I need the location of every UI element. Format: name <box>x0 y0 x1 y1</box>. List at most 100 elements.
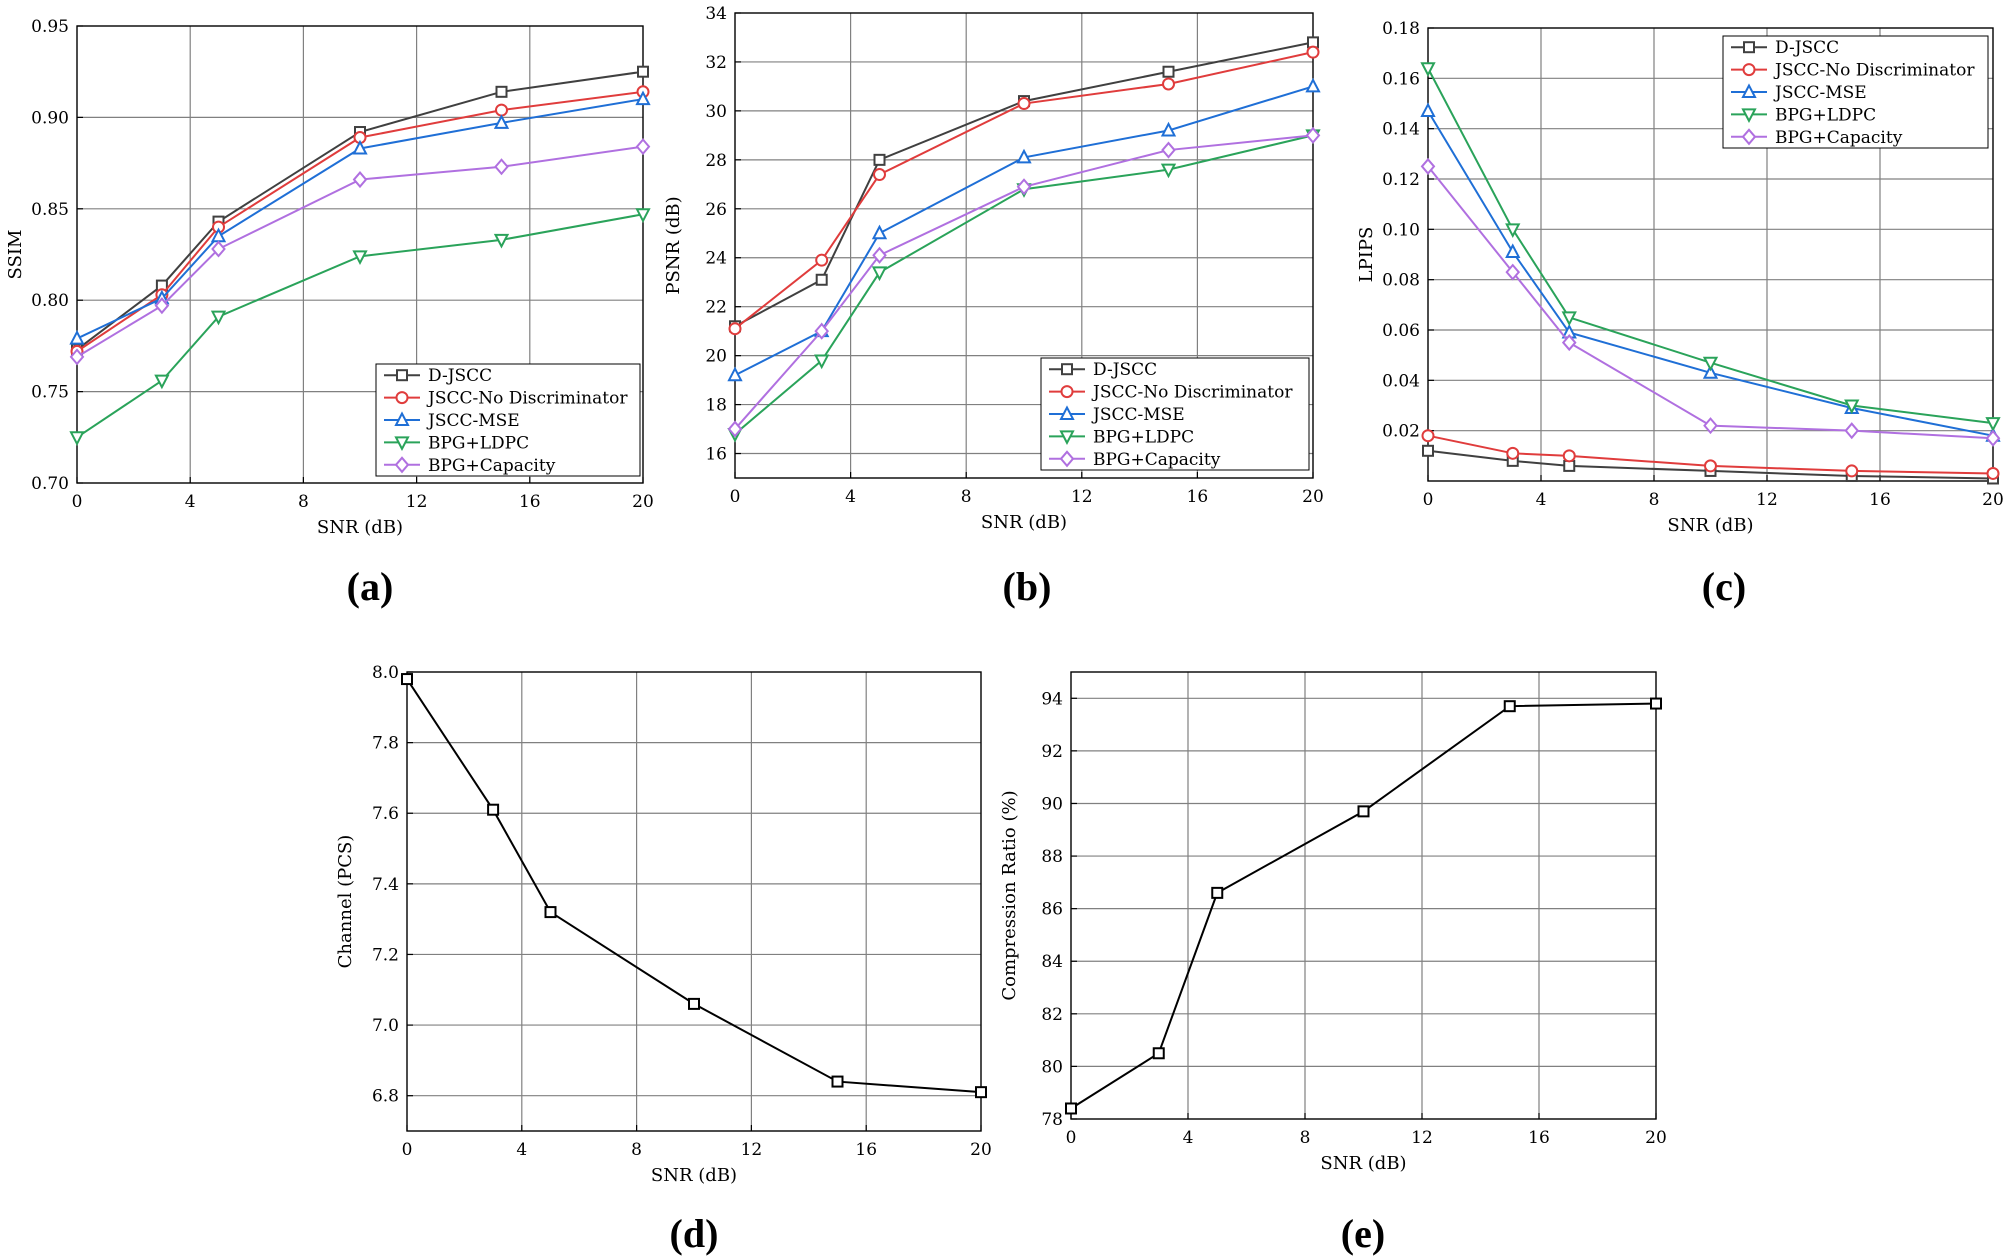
y-tick-label: 7.6 <box>372 804 399 824</box>
data-point <box>210 310 227 326</box>
y-tick-label: 0.12 <box>1382 170 1420 190</box>
x-tick-label: 0 <box>1423 490 1434 510</box>
series-channel <box>401 673 987 1099</box>
x-tick-label: 20 <box>970 1140 992 1160</box>
axis-ticks: 0 4 8 12 16 20 16 18 20 22 24 26 28 30 32 34 <box>705 4 1323 507</box>
series-line <box>1427 165 1994 440</box>
x-tick-label: 8 <box>961 487 972 507</box>
data-point <box>815 253 829 267</box>
data-point <box>1306 45 1320 59</box>
x-tick-label: 4 <box>1536 490 1547 510</box>
y-tick-label: 88 <box>1041 847 1063 867</box>
data-point <box>1162 77 1175 91</box>
x-tick-label: 4 <box>185 492 196 512</box>
data-point <box>487 803 500 816</box>
data-point <box>69 431 85 446</box>
x-tick-label: 8 <box>298 492 309 512</box>
y-axis-label: PSNR (dB) <box>663 196 684 294</box>
data-point <box>69 348 85 366</box>
y-tick-label: 90 <box>1041 794 1063 814</box>
series-line <box>1427 449 1994 480</box>
y-tick-label: 7.2 <box>372 945 399 965</box>
y-tick-label: 0.16 <box>1382 69 1420 89</box>
data-point <box>211 240 226 258</box>
data-point <box>1503 700 1516 713</box>
data-point <box>544 906 557 919</box>
y-tick-label: 82 <box>1041 1005 1063 1025</box>
legend-marker <box>1059 405 1075 420</box>
legend-box <box>1722 35 1989 149</box>
data-point <box>1985 429 2001 447</box>
data-point <box>1704 459 1717 473</box>
x-tick-label: 16 <box>1869 490 1891 510</box>
y-axis-label: Channel (PCS) <box>335 835 356 969</box>
legend-marker <box>1061 363 1073 376</box>
x-axis-label: SNR (dB) <box>981 512 1067 533</box>
x-tick-label: 0 <box>402 1140 413 1160</box>
legend-label: JSCC-MSE <box>1773 83 1867 103</box>
y-tick-label: 84 <box>1041 952 1063 972</box>
data-point <box>1561 334 1577 352</box>
panel-label: (d) <box>670 1211 719 1256</box>
series-bpg-ldpc <box>1420 62 2001 432</box>
y-tick-label: 0.80 <box>31 291 69 311</box>
panel-e: 0 4 8 12 16 20 78 80 82 84 86 88 90 92 94 SNR (dB) Compr… <box>999 671 1667 1256</box>
y-tick-label: 7.0 <box>372 1016 399 1036</box>
legend: D-JSCC JSCC-No DiscriminatorJSCC-MSEBPG+L… <box>1722 35 1989 149</box>
data-point <box>1420 102 1436 118</box>
y-tick-label: 0.14 <box>1382 120 1420 140</box>
series-line <box>1427 67 1994 425</box>
x-tick-label: 16 <box>1528 1128 1550 1148</box>
y-tick-label: 0.90 <box>31 108 69 128</box>
data-point <box>401 673 413 686</box>
data-point <box>872 246 887 264</box>
data-point <box>495 85 508 98</box>
series-line <box>1427 110 1994 437</box>
y-tick-label: 0.04 <box>1382 371 1420 391</box>
y-tick-label: 92 <box>1041 742 1063 762</box>
y-tick-label: 78 <box>1041 1110 1063 1130</box>
x-axis-label: SNR (dB) <box>651 1165 737 1186</box>
data-point <box>727 366 743 382</box>
data-point <box>1505 243 1521 258</box>
series-line <box>76 145 644 358</box>
axis-ticks: 0 4 8 12 16 20 78 80 82 84 86 88 90 92 94 <box>1041 689 1666 1148</box>
data-point <box>493 114 510 129</box>
data-point <box>1844 422 1860 440</box>
legend-marker <box>1743 41 1755 54</box>
data-point <box>1160 121 1177 137</box>
axis-ticks: 0 4 8 12 16 20 0.70 0.75 0.80 0.85 0.90 0.95 <box>31 17 654 512</box>
y-tick-label: 0.70 <box>31 474 69 494</box>
legend-marker <box>394 456 410 474</box>
data-point <box>635 138 651 156</box>
data-point <box>1985 417 2001 432</box>
data-point <box>495 103 508 117</box>
y-tick-label: 0.95 <box>31 17 69 37</box>
data-point <box>1505 223 1521 238</box>
legend-label: JSCC-MSE <box>426 411 520 431</box>
data-point <box>1562 449 1576 463</box>
data-point <box>1016 148 1032 164</box>
series-jscc-no-discriminator <box>1421 429 2000 480</box>
x-tick-label: 0 <box>730 487 741 507</box>
x-tick-label: 20 <box>1645 1128 1667 1148</box>
legend-marker <box>1742 63 1756 77</box>
series-line <box>1427 434 1994 475</box>
legend-marker <box>1741 83 1757 98</box>
panel-d: 0 4 8 12 16 20 6.8 7.0 7.2 7.4 7.6 7.8 8.0 SNR (dB) Ch… <box>335 663 992 1256</box>
legend-label: JSCC-No Discriminator <box>426 389 628 409</box>
series-jscc-mse <box>727 77 1321 382</box>
series-line <box>76 213 644 439</box>
data-point <box>1506 446 1520 460</box>
data-point <box>1650 697 1662 710</box>
data-point <box>637 65 649 78</box>
x-tick-label: 0 <box>1066 1128 1077 1148</box>
data-point <box>1152 1047 1165 1060</box>
x-tick-label: 0 <box>72 492 83 512</box>
legend-label: BPG+Capacity <box>1775 128 1903 148</box>
series-jscc-mse <box>69 90 651 345</box>
x-tick-label: 12 <box>1411 1128 1433 1148</box>
y-tick-label: 0.02 <box>1382 422 1420 442</box>
data-point <box>1420 62 1436 77</box>
x-tick-label: 4 <box>845 487 856 507</box>
